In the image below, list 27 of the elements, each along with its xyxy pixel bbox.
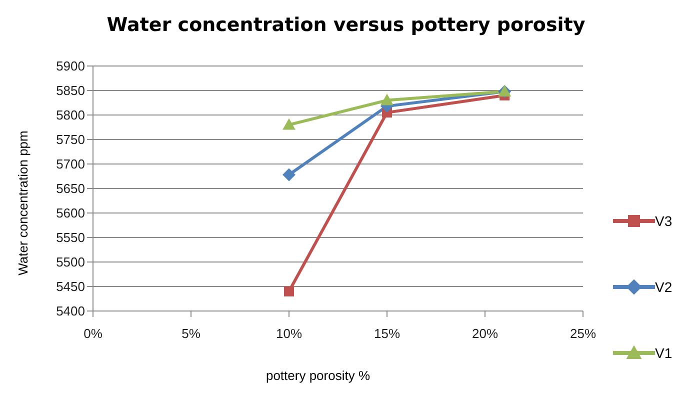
x-tick-label: 5%	[182, 326, 201, 342]
x-tick-label: 20%	[472, 326, 498, 342]
point	[282, 118, 296, 130]
y-tick-label: 5600	[56, 206, 85, 221]
y-tick-label: 5650	[56, 181, 85, 196]
chart-title: Water concentration versus pottery porosity	[106, 14, 586, 36]
x-tick-label: 15%	[374, 326, 400, 342]
x-tick-label: 10%	[276, 326, 302, 342]
y-tick-label: 5700	[56, 156, 85, 172]
y-tick-label: 5800	[56, 108, 85, 123]
legend-label: V2	[655, 279, 672, 295]
x-tick-label: 25%	[570, 326, 596, 342]
y-tick-label: 5400	[56, 304, 85, 319]
point	[282, 168, 296, 182]
y-tick-label: 5900	[56, 58, 85, 74]
y-tick-label: 5450	[56, 279, 85, 294]
y-tick-label: 5500	[56, 254, 85, 270]
legend-label: V3	[655, 213, 672, 229]
y-tick-label: 5550	[56, 230, 85, 246]
x-axis-title: pottery porosity %	[264, 368, 372, 383]
y-axis-title: Water concentration ppm	[16, 130, 30, 276]
x-tick-label: 0%	[84, 326, 103, 342]
y-tick-label: 5750	[56, 132, 85, 148]
point	[380, 94, 394, 106]
y-tick-label: 5850	[56, 83, 85, 98]
point	[284, 286, 294, 296]
legend-label: V1	[655, 345, 672, 361]
